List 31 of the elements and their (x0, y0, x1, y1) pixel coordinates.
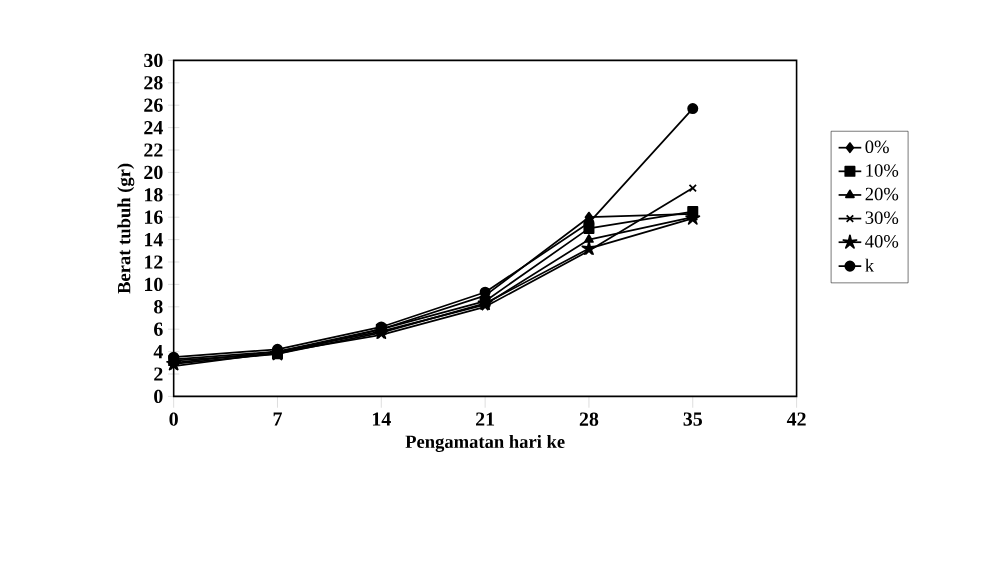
y-tick-label: 26 (144, 98, 163, 113)
y-tick-label: 0 (154, 389, 163, 404)
y-tick-label: 6 (154, 322, 163, 337)
x-tick-label: 14 (372, 412, 391, 426)
x-tick-label: 35 (683, 412, 702, 427)
y-tick-label: 4 (153, 345, 163, 359)
x-tick-label: 7 (273, 412, 282, 426)
y-tick-label: 30 (144, 53, 163, 68)
y-axis-title: Berat tubuh (gr) (117, 163, 135, 294)
y-tick-label: 12 (145, 255, 163, 269)
legend-label: 40% (865, 235, 899, 248)
legend-label: k (865, 258, 875, 272)
legend-label: 10% (866, 164, 899, 178)
legend-label: 30% (865, 211, 899, 225)
y-tick-label: 28 (144, 76, 163, 90)
x-tick-label: 28 (579, 412, 599, 427)
y-tick-label: 18 (145, 188, 163, 202)
y-tick-label: 8 (154, 300, 163, 314)
y-tick-label: 24 (144, 121, 163, 135)
x-tick-label: 0 (169, 412, 178, 427)
x-tick-label: 42 (786, 412, 806, 426)
y-tick-label: 14 (145, 233, 163, 247)
legend-label: 20% (865, 188, 899, 201)
x-axis-title: Pengamatan hari ke (405, 435, 565, 453)
x-tick-label: 21 (476, 412, 495, 426)
y-tick-label: 2 (154, 367, 163, 381)
y-tick-label: 20 (144, 165, 163, 180)
y-tick-label: 22 (144, 143, 163, 157)
y-tick-label: 10 (145, 277, 163, 292)
legend-label: 0% (865, 140, 889, 154)
y-tick-label: 16 (145, 210, 163, 225)
